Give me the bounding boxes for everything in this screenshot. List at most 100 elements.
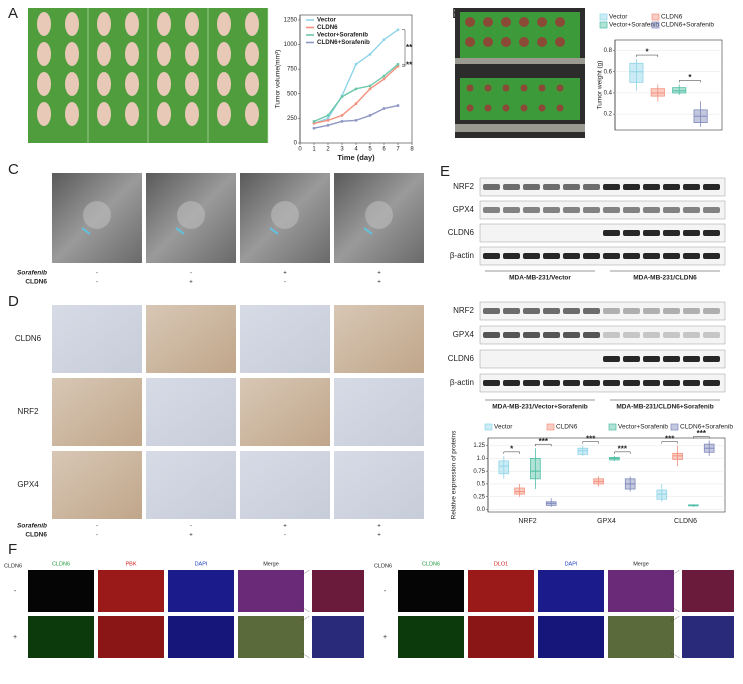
legend-label: Vector [494,424,513,431]
condition-mark: + [283,524,287,530]
blot-band [483,207,500,213]
y-axis-label: Tumor weight (g) [597,61,604,110]
blot-strip [479,349,726,369]
blot-band [523,253,540,259]
ihc-image [146,451,236,519]
channel-label: CLDN6 [422,561,440,567]
tumor [538,104,546,112]
blot-band [623,356,640,362]
blot-band [703,308,720,314]
box [498,460,510,475]
zoom-image [312,616,364,658]
tumor [466,104,474,112]
ihc-image [334,378,424,446]
tumor [502,104,510,112]
blot-band [683,207,700,213]
sig-label: *** [665,434,675,443]
y-tick-label: 0.6 [604,69,613,75]
blot-band [603,253,620,259]
tumor [538,84,546,92]
y-tick-label: 0.25 [473,494,485,500]
mouse [125,42,139,66]
panel-letter: F [8,541,17,558]
blot-band [503,380,520,386]
blot-band [543,184,560,190]
mouse [245,102,259,126]
box [577,447,589,455]
blot-band [643,308,660,314]
data-point [396,62,400,66]
blot-band [503,332,520,338]
ruler [455,58,585,64]
condition-mark: + [189,533,193,539]
blot-band [563,184,580,190]
blot-band [483,184,500,190]
fluor-image [538,616,604,658]
zoom-line [670,615,681,659]
x-tick-label: 3 [340,147,344,153]
mitochondrion [83,201,111,229]
blot-band [703,184,720,190]
row-label: NRF2 [18,407,39,416]
sig-label: * [688,73,692,82]
tumor [556,84,564,92]
blot-band [503,207,520,213]
tumor [483,17,493,27]
legend-swatch [546,423,555,431]
fluor-image [398,570,464,612]
legend-swatch [599,13,608,21]
legend-swatch [599,21,608,29]
blot-band [703,332,720,338]
condition-mark: + [377,533,381,539]
series-line [313,104,399,129]
condition-label: Sorafenib [17,523,47,530]
sig-label: *** [539,437,549,446]
box [514,487,525,495]
legend-swatch [670,423,679,431]
mouse [65,42,79,66]
data-point [312,119,316,123]
blot-band [483,308,500,314]
blot-row-label: CLDN6 [448,228,475,237]
data-point [340,119,344,123]
ihc-image [52,451,142,519]
fluor-image [608,616,674,658]
blot-band [703,356,720,362]
sig-bracket [678,80,701,83]
blot-band [483,380,500,386]
blot-row-label: CLDN6 [448,354,475,363]
zoom-image [682,570,734,612]
condition-mark: + [377,271,381,277]
tumor [465,37,475,47]
blot-band [603,356,620,362]
data-point [368,87,372,91]
zoom-image [682,616,734,658]
fluor-image [168,570,234,612]
sig-label: * [510,444,514,453]
blot-band [523,332,540,338]
data-point [354,118,358,122]
tumor [484,104,492,112]
blot-band [503,308,520,314]
x-tick-label: 1 [312,147,316,153]
blot-row-label: NRF2 [453,306,474,315]
row-mark: + [383,634,387,641]
legend-label: CLDN6+Sorafenib [680,424,733,431]
blot-band [623,253,640,259]
legend-swatch [651,21,660,29]
data-point [396,104,400,107]
legend-label: Vector+Sorafenib [609,22,659,29]
mouse [37,42,51,66]
blot-band [563,253,580,259]
blot-band [643,332,660,338]
panel-letter: E [440,163,450,180]
sig-bracket [402,63,406,67]
y-tick-label: 1000 [284,42,298,48]
condition-mark: + [189,280,193,286]
blot-band [663,332,680,338]
blot-band [503,253,520,259]
mouse [157,42,171,66]
blot-band [563,308,580,314]
data-point [382,74,386,78]
